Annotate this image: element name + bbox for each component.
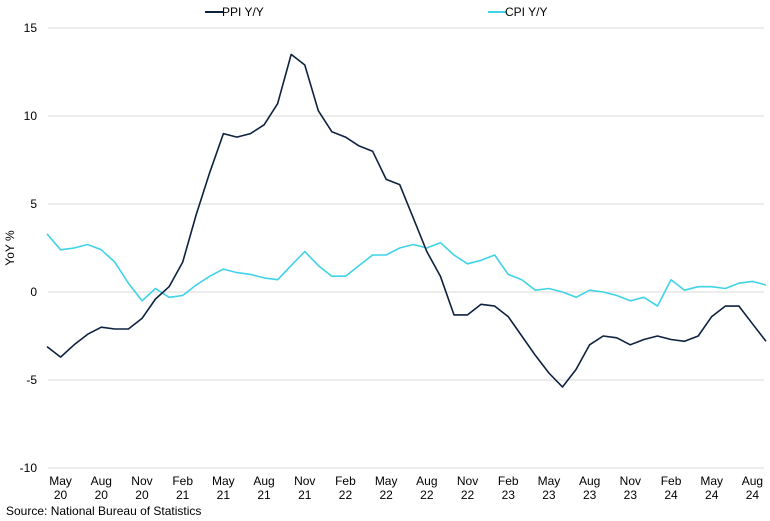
x-tick-label-year: 22 [461, 488, 475, 502]
x-tick-label-year: 20 [95, 488, 109, 502]
x-tick-label-year: 21 [298, 488, 312, 502]
x-tick-label-month: Feb [661, 474, 682, 488]
y-tick-label: 5 [30, 197, 37, 211]
x-tick-label-year: 22 [420, 488, 434, 502]
x-axis-ticks: May20Aug20Nov20Feb21May21Aug21Nov21Feb22… [49, 474, 763, 502]
x-tick-label-month: Feb [335, 474, 356, 488]
y-axis-ticks: -10 -5 0 5 10 15 [20, 21, 38, 475]
legend-label: CPI Y/Y [505, 5, 547, 19]
x-tick-label-month: Feb [498, 474, 519, 488]
x-tick-label-month: Nov [457, 474, 478, 488]
gridlines [48, 27, 764, 469]
source-note: Source: National Bureau of Statistics [6, 504, 202, 518]
x-tick-label-month: Nov [620, 474, 641, 488]
series-line-ppi-y-y [46, 53, 767, 388]
x-tick-label-month: Aug [91, 474, 112, 488]
x-tick-label-month: May [700, 474, 723, 488]
y-tick-label: -5 [26, 373, 37, 387]
x-tick-label-year: 20 [135, 488, 149, 502]
x-tick-label-year: 21 [217, 488, 231, 502]
x-tick-label-month: Nov [131, 474, 152, 488]
y-axis-label: YoY % [3, 230, 17, 266]
x-tick-label-year: 21 [176, 488, 190, 502]
x-tick-label-year: 24 [664, 488, 678, 502]
x-tick-label-year: 22 [379, 488, 393, 502]
x-tick-label-month: Aug [416, 474, 437, 488]
series-lines [46, 53, 767, 388]
x-tick-label-year: 22 [339, 488, 353, 502]
y-tick-label: 10 [24, 109, 38, 123]
x-tick-label-month: Feb [172, 474, 193, 488]
x-tick-label-month: Nov [294, 474, 315, 488]
legend-label: PPI Y/Y [222, 5, 264, 19]
y-tick-label: 15 [24, 21, 38, 35]
x-tick-label-month: May [375, 474, 398, 488]
x-tick-label-year: 21 [257, 488, 271, 502]
y-tick-label: -10 [20, 461, 38, 475]
x-tick-label-year: 23 [624, 488, 638, 502]
series-line-cpi-y-y [46, 233, 767, 307]
x-tick-label-year: 23 [542, 488, 556, 502]
x-tick-label-month: May [212, 474, 235, 488]
x-tick-label-month: May [49, 474, 72, 488]
x-tick-label-year: 24 [705, 488, 719, 502]
x-tick-label-year: 23 [583, 488, 597, 502]
x-tick-label-year: 20 [54, 488, 68, 502]
legend: PPI Y/Y CPI Y/Y [205, 5, 547, 19]
x-tick-label-month: May [538, 474, 561, 488]
x-tick-label-month: Aug [742, 474, 763, 488]
y-tick-label: 0 [30, 285, 37, 299]
x-tick-label-year: 24 [746, 488, 760, 502]
x-tick-label-year: 23 [502, 488, 516, 502]
x-tick-label-month: Aug [253, 474, 274, 488]
x-tick-label-month: Aug [579, 474, 600, 488]
